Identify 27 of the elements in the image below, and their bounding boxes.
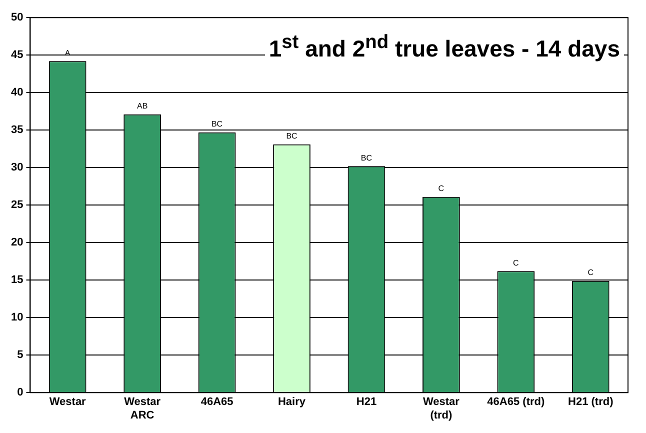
data-label: BC — [360, 153, 372, 162]
y-tick-label: 10 — [10, 312, 24, 324]
x-tick-label: Westar ARC — [124, 396, 162, 422]
y-tick-label: 20 — [10, 236, 24, 249]
x-tick-label: Hairy — [278, 396, 306, 408]
y-tick-label: 0 — [17, 386, 24, 399]
data-label: BC — [211, 120, 223, 129]
y-tick-label: 15 — [10, 274, 24, 286]
x-tick-label: Westar — [49, 396, 87, 408]
y-tick-label: 50 — [10, 12, 24, 24]
x-tick-label: H21 — [356, 396, 377, 408]
y-tick-label: 30 — [10, 162, 24, 174]
x-tick-label: Westar (trd) — [422, 396, 460, 422]
data-label: AB — [136, 102, 148, 111]
y-tick-label: 35 — [10, 124, 24, 136]
data-label: C — [438, 184, 444, 194]
x-tick-label: H21 (trd) — [568, 396, 614, 408]
y-tick-label: 40 — [10, 86, 24, 99]
y-tick-label: 5 — [17, 349, 24, 362]
data-label: C — [513, 258, 520, 268]
text: 1$^{st}$ and 2$^{nd}$ true leaves - 14 days — [264, 30, 624, 65]
x-tick-label: 46A65 — [200, 396, 234, 408]
y-tick-label: 45 — [10, 49, 24, 62]
x-tick-label: 46A65 (trd) — [487, 396, 545, 408]
y-tick-label: 25 — [10, 199, 24, 212]
data-label: C — [588, 268, 594, 278]
data-label: BC — [286, 132, 298, 141]
